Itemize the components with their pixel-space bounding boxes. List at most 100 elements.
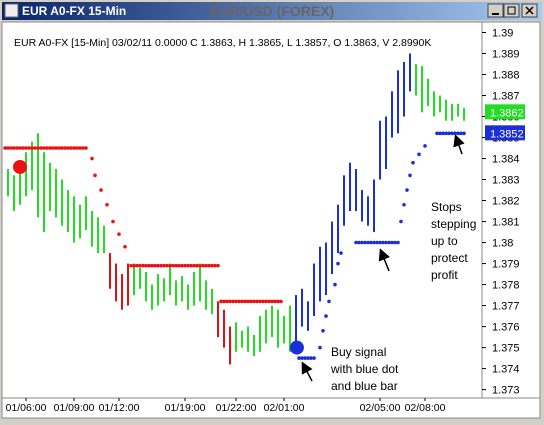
y-tick-label: 1.377 [492,301,520,313]
x-tick-label: 01/06:00 [6,402,47,414]
stop-dot [372,240,376,245]
price-label-box [485,104,525,120]
stop-dot [138,263,142,268]
window-icon [4,3,19,18]
stop-dot [39,146,43,150]
stop-dot [105,202,109,207]
arrow [453,134,465,155]
stop-dot [219,299,223,304]
stop-dot [99,188,103,192]
stop-dot [42,146,46,150]
stop-dot [45,146,49,150]
stop-dot [333,282,337,287]
stop-dot [159,263,163,268]
arrow [301,361,313,382]
stop-dot [78,146,82,150]
stop-dot [243,299,247,304]
stop-dot [36,146,40,150]
stop-dot [261,299,265,304]
y-tick-label: 1.374 [492,364,520,376]
stop-dot [447,131,451,136]
stop-dot [171,263,175,268]
stop-dot [207,263,211,268]
stop-dot [366,240,370,245]
stop-dot [258,299,262,304]
stop-dot [69,146,73,150]
minimize-button[interactable] [487,3,504,18]
stop-dot [336,261,340,266]
maximize-button[interactable] [503,3,520,18]
stop-dot [393,240,397,245]
stop-dot [408,173,412,178]
y-tick-label: 1.378 [492,280,520,292]
window-buttons[interactable] [487,3,538,18]
stop-dot [231,299,235,304]
x-tick-label: 01/09:00 [54,402,95,414]
stop-dot [435,131,439,136]
stop-dot [162,263,166,268]
stop-dot [354,240,358,245]
stop-dot [306,356,310,360]
stop-dot [312,356,316,360]
price-axis [481,21,541,399]
stop-dot [51,146,55,150]
stop-dot [177,263,181,268]
stop-dot [195,263,199,268]
y-tick-label: 1.379 [492,259,520,271]
y-tick-label: 1.383 [492,175,520,187]
stop-dot [321,328,325,333]
stop-dot [309,356,313,360]
stop-dot [186,263,190,268]
stop-dot [237,299,241,304]
stop-dot [21,146,25,150]
stop-dot [9,146,13,150]
stop-dot [384,240,388,245]
stop-dot [369,240,373,245]
stop-dot [234,299,238,304]
stop-dot [15,146,19,150]
stop-dot [210,263,214,268]
stop-dot [135,263,139,268]
stop-dot [198,263,202,268]
annotation: and blue bar [331,379,398,393]
stop-dot [147,263,151,268]
y-tick-label: 1.387 [492,91,520,103]
annotation: profit [431,268,458,282]
title-bar [2,2,542,20]
stop-dot [411,160,415,165]
x-tick-label: 02/05:00 [360,402,401,414]
stop-dot [387,240,391,245]
stop-dot [390,240,394,245]
arrow [378,248,390,272]
stop-dot [168,263,172,268]
y-tick-label: 1.384 [492,154,520,166]
stop-dot [255,299,259,304]
stop-dot [396,240,400,245]
y-tick-label: 1.388 [492,70,520,82]
stop-dot [201,263,205,268]
stop-dot [222,299,226,304]
stop-dot [189,263,193,268]
stop-dot [3,146,7,150]
stop-dot [459,131,463,136]
stop-dot [33,146,37,150]
stop-dot [153,263,157,268]
stop-dot [174,263,178,268]
stop-dot [117,232,121,236]
stop-dot [405,188,409,192]
stop-dot [132,263,136,268]
price-label: 1.3852 [490,128,524,140]
stop-dot [270,299,274,304]
y-tick-label: 1.375 [492,343,520,355]
stop-dot [399,219,403,224]
stop-dot [111,219,115,224]
annotation: with blue dot [330,362,399,376]
stop-dot [240,299,244,304]
stop-dot [18,146,22,150]
stop-dot [402,202,406,207]
stop-dot [180,263,184,268]
x-tick-label: 02/01:00 [264,402,305,414]
info-line: EUR A0-FX [15-Min] 03/02/11 0.0000 C 1.3… [14,37,431,49]
stop-dot [141,263,145,268]
